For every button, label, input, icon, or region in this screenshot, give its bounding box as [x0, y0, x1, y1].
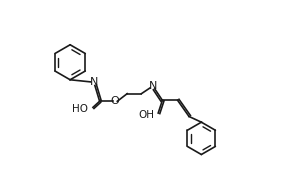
Text: O: O: [110, 96, 119, 106]
Text: N: N: [149, 81, 157, 91]
Text: OH: OH: [139, 110, 155, 120]
Text: HO: HO: [72, 104, 88, 114]
Text: N: N: [90, 77, 98, 87]
